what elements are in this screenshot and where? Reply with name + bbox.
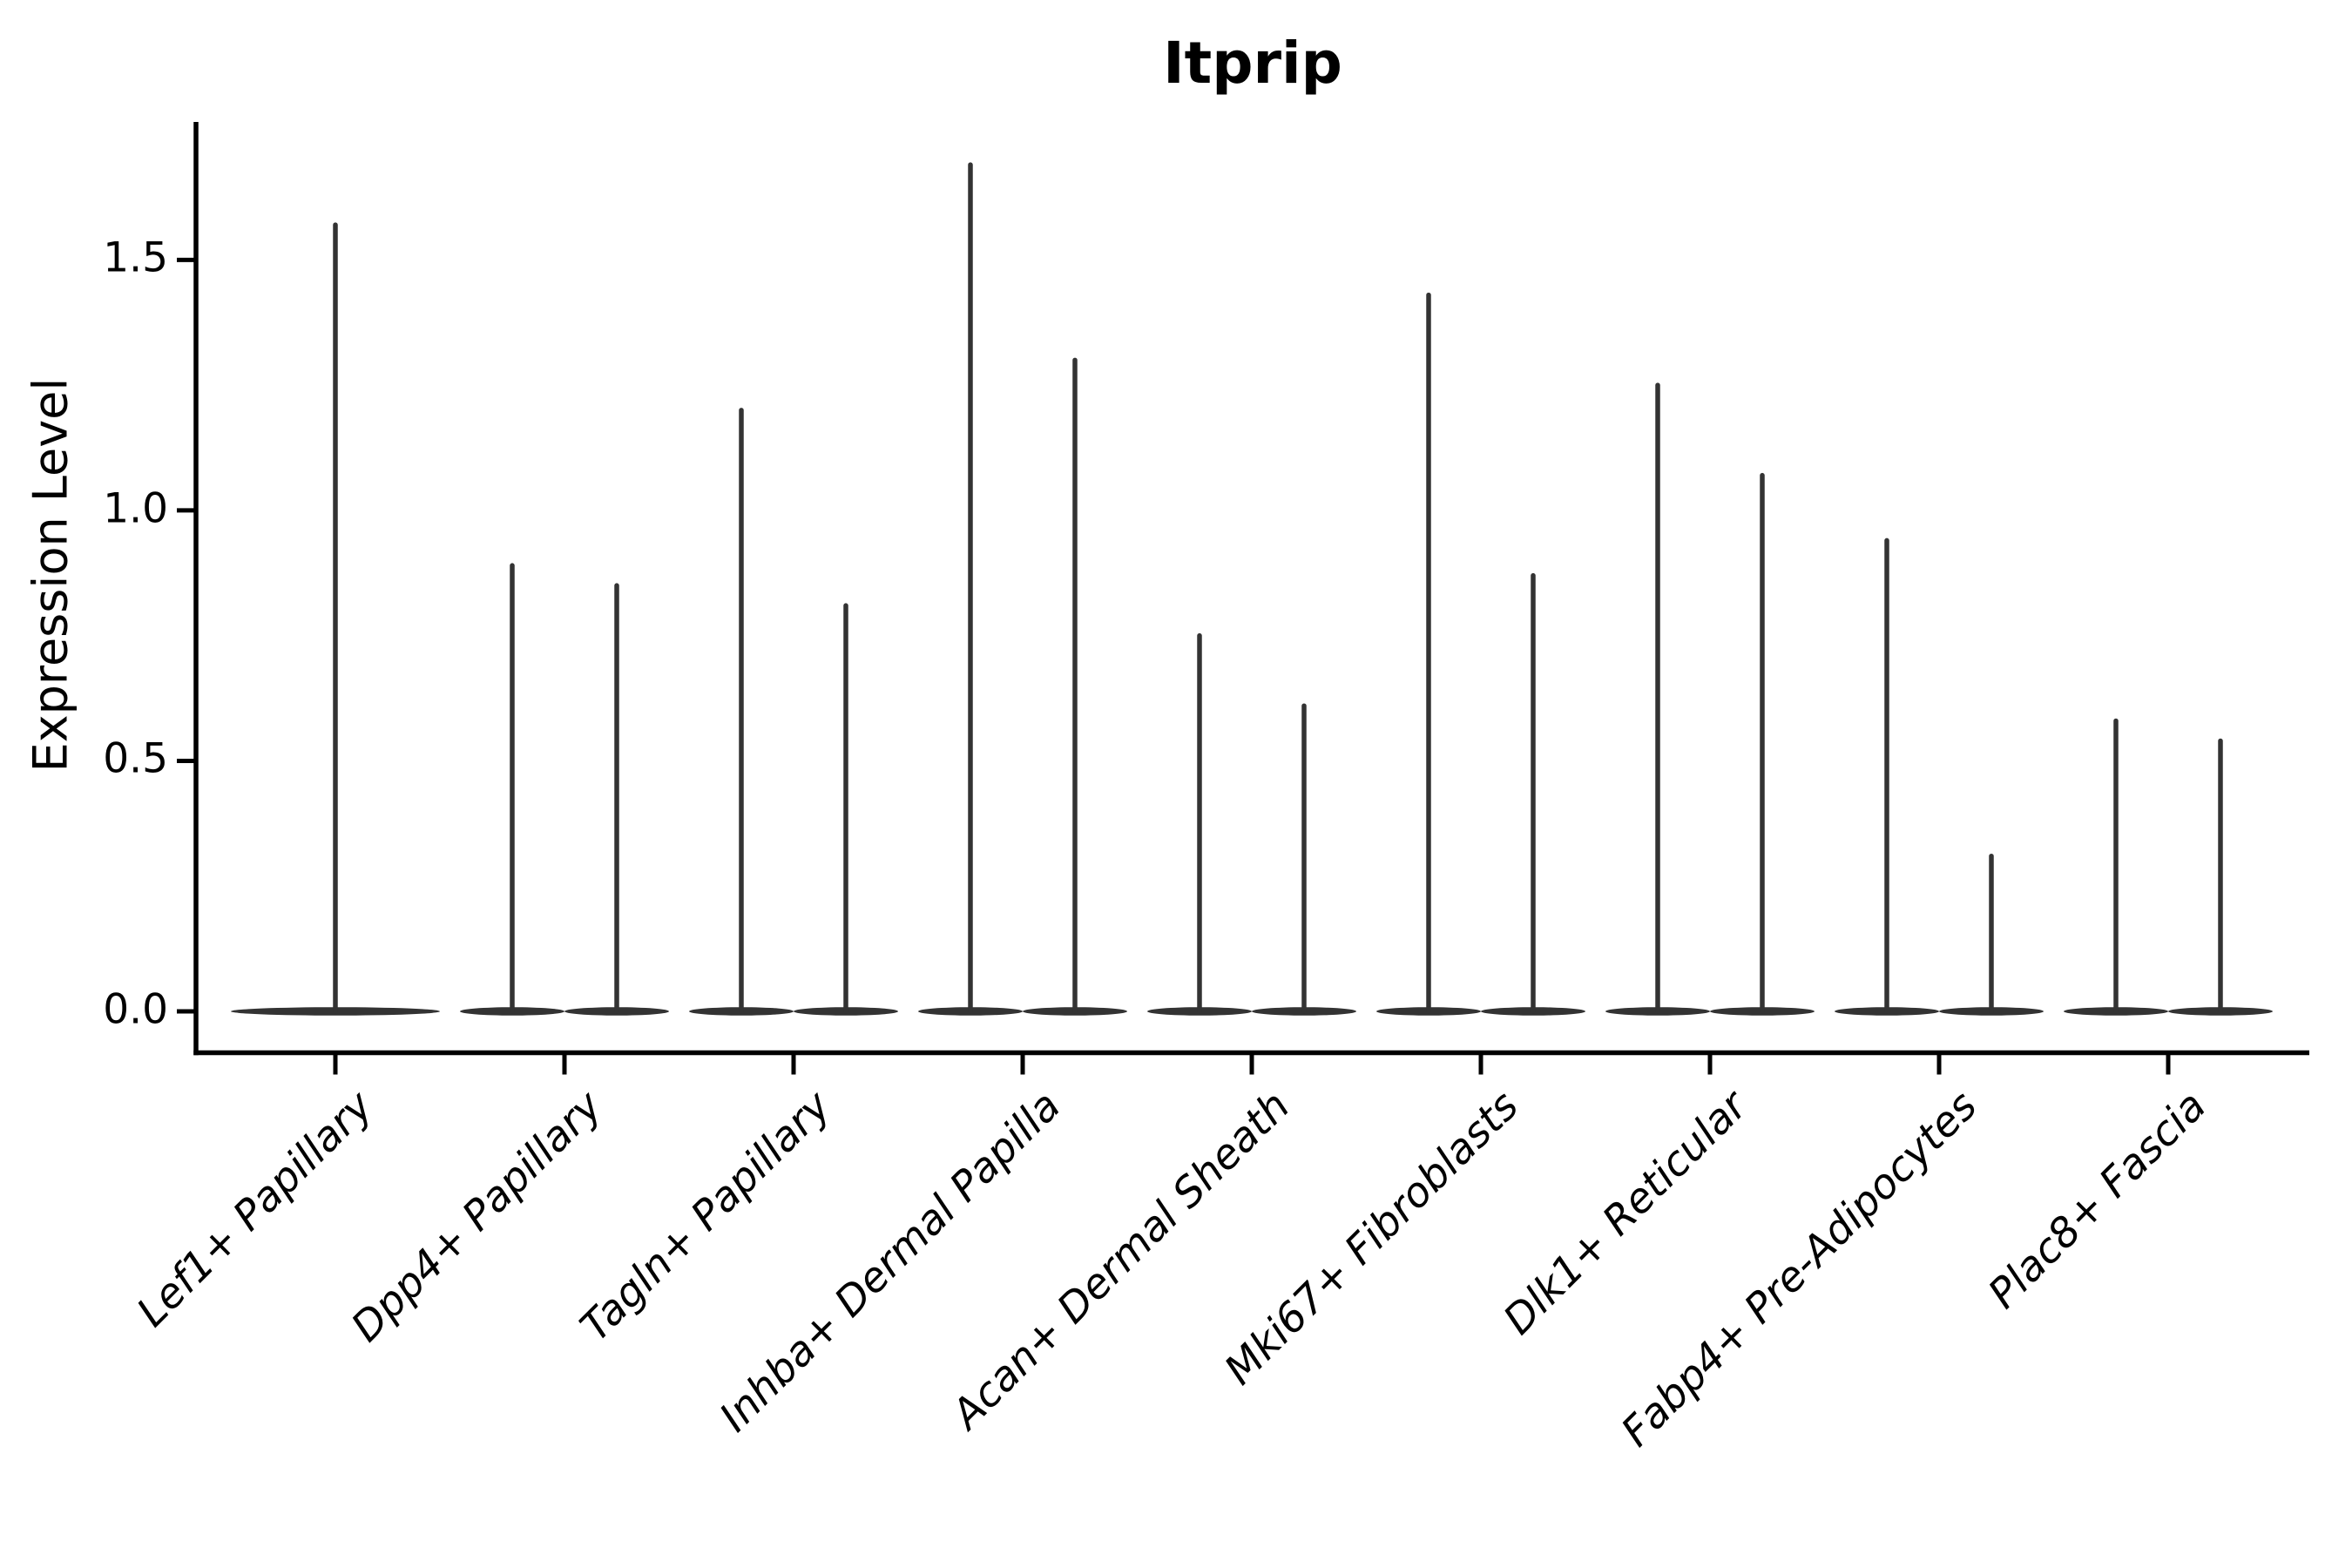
x-category-label: Plac8+ Fascia [1978, 1081, 2215, 1318]
x-category-label: Lef1+ Papillary [127, 1081, 382, 1336]
y-tick-label: 0.5 [103, 734, 168, 783]
y-tick-label: 1.5 [103, 233, 168, 282]
y-tick-label: 1.0 [103, 484, 168, 533]
x-category-label: Tagln+ Papillary [571, 1081, 841, 1351]
y-tick-label: 0.0 [103, 985, 168, 1034]
chart-title: Itprip [1163, 30, 1342, 97]
x-category-label: Dpp4+ Papillary [341, 1081, 612, 1351]
x-category-label: Dlk1+ Reticular [1494, 1081, 1757, 1344]
